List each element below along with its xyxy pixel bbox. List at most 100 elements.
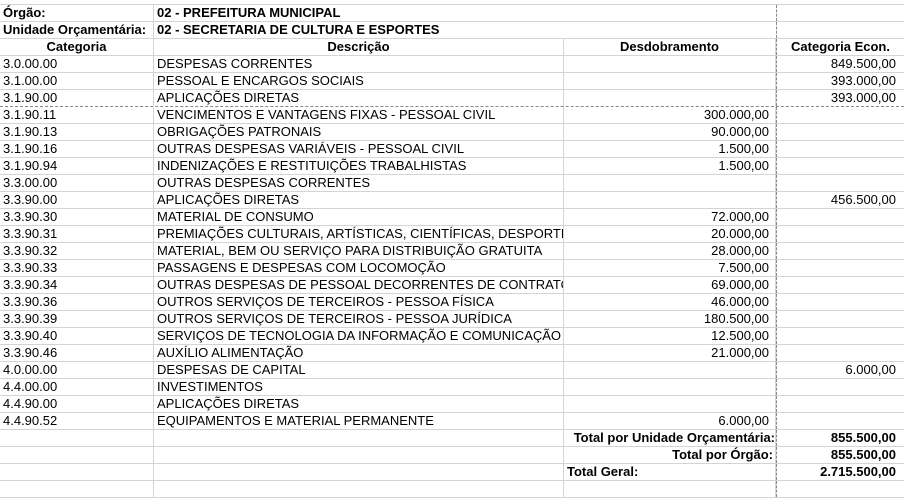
categoria-econ-cell[interactable] bbox=[776, 226, 904, 242]
empty-cell[interactable] bbox=[154, 447, 564, 463]
categoria-econ-cell[interactable] bbox=[776, 345, 904, 361]
categoria-cell[interactable]: 3.1.90.94 bbox=[0, 158, 154, 174]
categoria-cell[interactable]: 3.3.90.34 bbox=[0, 277, 154, 293]
categoria-econ-cell[interactable] bbox=[776, 209, 904, 225]
desdobramento-cell[interactable]: 6.000,00 bbox=[564, 413, 776, 429]
categoria-cell[interactable]: 4.0.00.00 bbox=[0, 362, 154, 378]
unidade-value[interactable]: 02 - SECRETARIA DE CULTURA E ESPORTES bbox=[157, 22, 440, 37]
empty-cell[interactable] bbox=[154, 481, 564, 497]
categoria-cell[interactable]: 3.3.90.31 bbox=[0, 226, 154, 242]
categoria-cell[interactable]: 4.4.90.52 bbox=[0, 413, 154, 429]
empty-cell[interactable] bbox=[776, 22, 904, 38]
categoria-cell[interactable]: 3.3.90.32 bbox=[0, 243, 154, 259]
unidade-label[interactable]: Unidade Orçamentária: bbox=[0, 22, 154, 38]
desdobramento-cell[interactable]: 1.500,00 bbox=[564, 141, 776, 157]
empty-cell[interactable] bbox=[0, 430, 154, 446]
categoria-econ-cell[interactable] bbox=[776, 243, 904, 259]
categoria-econ-cell[interactable] bbox=[776, 141, 904, 157]
categoria-cell[interactable]: 3.3.00.00 bbox=[0, 175, 154, 191]
categoria-econ-cell[interactable]: 393.000,00 bbox=[776, 73, 904, 89]
desdobramento-cell[interactable] bbox=[564, 73, 776, 89]
categoria-cell[interactable]: 3.3.90.30 bbox=[0, 209, 154, 225]
desdobramento-cell[interactable] bbox=[564, 396, 776, 412]
categoria-econ-cell[interactable] bbox=[776, 396, 904, 412]
descricao-cell[interactable]: VENCIMENTOS E VANTAGENS FIXAS - PESSOAL … bbox=[154, 107, 564, 123]
categoria-econ-cell[interactable] bbox=[776, 294, 904, 310]
orgao-value[interactable]: 02 - PREFEITURA MUNICIPAL bbox=[157, 5, 341, 20]
desdobramento-cell[interactable]: 72.000,00 bbox=[564, 209, 776, 225]
desdobramento-cell[interactable]: 12.500,00 bbox=[564, 328, 776, 344]
desdobramento-cell[interactable]: 7.500,00 bbox=[564, 260, 776, 276]
empty-cell[interactable] bbox=[154, 430, 564, 446]
descricao-cell[interactable]: OUTROS SERVIÇOS DE TERCEIROS - PESSOA JU… bbox=[154, 311, 564, 327]
header-categoria-econ[interactable]: Categoria Econ. bbox=[776, 39, 904, 55]
desdobramento-cell[interactable]: 21.000,00 bbox=[564, 345, 776, 361]
header-desdobramento[interactable]: Desdobramento bbox=[564, 39, 776, 55]
desdobramento-cell[interactable]: 69.000,00 bbox=[564, 277, 776, 293]
desdobramento-cell[interactable]: 46.000,00 bbox=[564, 294, 776, 310]
descricao-cell[interactable]: AUXÍLIO ALIMENTAÇÃO bbox=[154, 345, 564, 361]
categoria-cell[interactable]: 3.3.90.40 bbox=[0, 328, 154, 344]
categoria-econ-cell[interactable]: 6.000,00 bbox=[776, 362, 904, 378]
descricao-cell[interactable]: OUTRAS DESPESAS DE PESSOAL DECORRENTES D… bbox=[154, 277, 564, 293]
categoria-cell[interactable]: 3.1.90.11 bbox=[0, 107, 154, 123]
descricao-cell[interactable]: EQUIPAMENTOS E MATERIAL PERMANENTE bbox=[154, 413, 564, 429]
descricao-cell[interactable]: OBRIGAÇÕES PATRONAIS bbox=[154, 124, 564, 140]
empty-cell[interactable] bbox=[0, 464, 154, 480]
categoria-econ-cell[interactable] bbox=[776, 413, 904, 429]
descricao-cell[interactable]: PREMIAÇÕES CULTURAIS, ARTÍSTICAS, CIENTÍ… bbox=[154, 226, 564, 242]
descricao-cell[interactable]: OUTRAS DESPESAS CORRENTES bbox=[154, 175, 564, 191]
categoria-cell[interactable]: 4.4.00.00 bbox=[0, 379, 154, 395]
categoria-cell[interactable]: 3.1.90.16 bbox=[0, 141, 154, 157]
descricao-cell[interactable]: INVESTIMENTOS bbox=[154, 379, 564, 395]
desdobramento-cell[interactable] bbox=[564, 56, 776, 72]
descricao-cell[interactable]: PESSOAL E ENCARGOS SOCIAIS bbox=[154, 73, 564, 89]
desdobramento-cell[interactable]: 180.500,00 bbox=[564, 311, 776, 327]
descricao-cell[interactable]: SERVIÇOS DE TECNOLOGIA DA INFORMAÇÃO E C… bbox=[154, 328, 564, 344]
desdobramento-cell[interactable] bbox=[564, 175, 776, 191]
descricao-cell[interactable]: OUTRAS DESPESAS VARIÁVEIS - PESSOAL CIVI… bbox=[154, 141, 564, 157]
desdobramento-cell[interactable]: 28.000,00 bbox=[564, 243, 776, 259]
desdobramento-cell[interactable]: 90.000,00 bbox=[564, 124, 776, 140]
total-unidade-value[interactable]: 855.500,00 bbox=[776, 430, 904, 446]
empty-cell[interactable] bbox=[0, 481, 154, 497]
desdobramento-cell[interactable] bbox=[564, 362, 776, 378]
categoria-cell[interactable]: 3.3.90.33 bbox=[0, 260, 154, 276]
categoria-cell[interactable]: 3.3.90.46 bbox=[0, 345, 154, 361]
categoria-econ-cell[interactable] bbox=[776, 124, 904, 140]
empty-cell[interactable] bbox=[776, 5, 904, 21]
desdobramento-cell[interactable]: 1.500,00 bbox=[564, 158, 776, 174]
total-orgao-label[interactable]: Total por Órgão: bbox=[564, 447, 776, 463]
desdobramento-cell[interactable]: 300.000,00 bbox=[564, 107, 776, 123]
header-categoria[interactable]: Categoria bbox=[0, 39, 154, 55]
categoria-econ-cell[interactable] bbox=[776, 328, 904, 344]
categoria-cell[interactable]: 3.1.90.13 bbox=[0, 124, 154, 140]
categoria-econ-cell[interactable] bbox=[776, 277, 904, 293]
orgao-label[interactable]: Órgão: bbox=[0, 5, 154, 21]
desdobramento-cell[interactable] bbox=[564, 192, 776, 208]
categoria-econ-cell[interactable]: 393.000,00 bbox=[776, 90, 904, 106]
total-geral-value[interactable]: 2.715.500,00 bbox=[776, 464, 904, 480]
categoria-cell[interactable]: 3.3.90.36 bbox=[0, 294, 154, 310]
categoria-econ-cell[interactable] bbox=[776, 260, 904, 276]
categoria-econ-cell[interactable]: 849.500,00 bbox=[776, 56, 904, 72]
categoria-cell[interactable]: 3.3.90.39 bbox=[0, 311, 154, 327]
descricao-cell[interactable]: MATERIAL DE CONSUMO bbox=[154, 209, 564, 225]
descricao-cell[interactable]: APLICAÇÕES DIRETAS bbox=[154, 90, 564, 106]
categoria-cell[interactable]: 3.1.90.00 bbox=[0, 90, 154, 106]
descricao-cell[interactable]: OUTROS SERVIÇOS DE TERCEIROS - PESSOA FÍ… bbox=[154, 294, 564, 310]
categoria-econ-cell[interactable] bbox=[776, 107, 904, 123]
categoria-cell[interactable]: 3.3.90.00 bbox=[0, 192, 154, 208]
desdobramento-cell[interactable]: 20.000,00 bbox=[564, 226, 776, 242]
categoria-econ-cell[interactable] bbox=[776, 379, 904, 395]
descricao-cell[interactable]: INDENIZAÇÕES E RESTITUIÇÕES TRABALHISTAS bbox=[154, 158, 564, 174]
categoria-cell[interactable]: 3.0.00.00 bbox=[0, 56, 154, 72]
empty-cell[interactable] bbox=[0, 447, 154, 463]
descricao-cell[interactable]: APLICAÇÕES DIRETAS bbox=[154, 192, 564, 208]
empty-cell[interactable] bbox=[776, 481, 904, 497]
desdobramento-cell[interactable] bbox=[564, 90, 776, 106]
categoria-econ-cell[interactable] bbox=[776, 311, 904, 327]
descricao-cell[interactable]: MATERIAL, BEM OU SERVIÇO PARA DISTRIBUIÇ… bbox=[154, 243, 564, 259]
empty-cell[interactable] bbox=[564, 481, 776, 497]
header-descricao[interactable]: Descrição bbox=[154, 39, 564, 55]
